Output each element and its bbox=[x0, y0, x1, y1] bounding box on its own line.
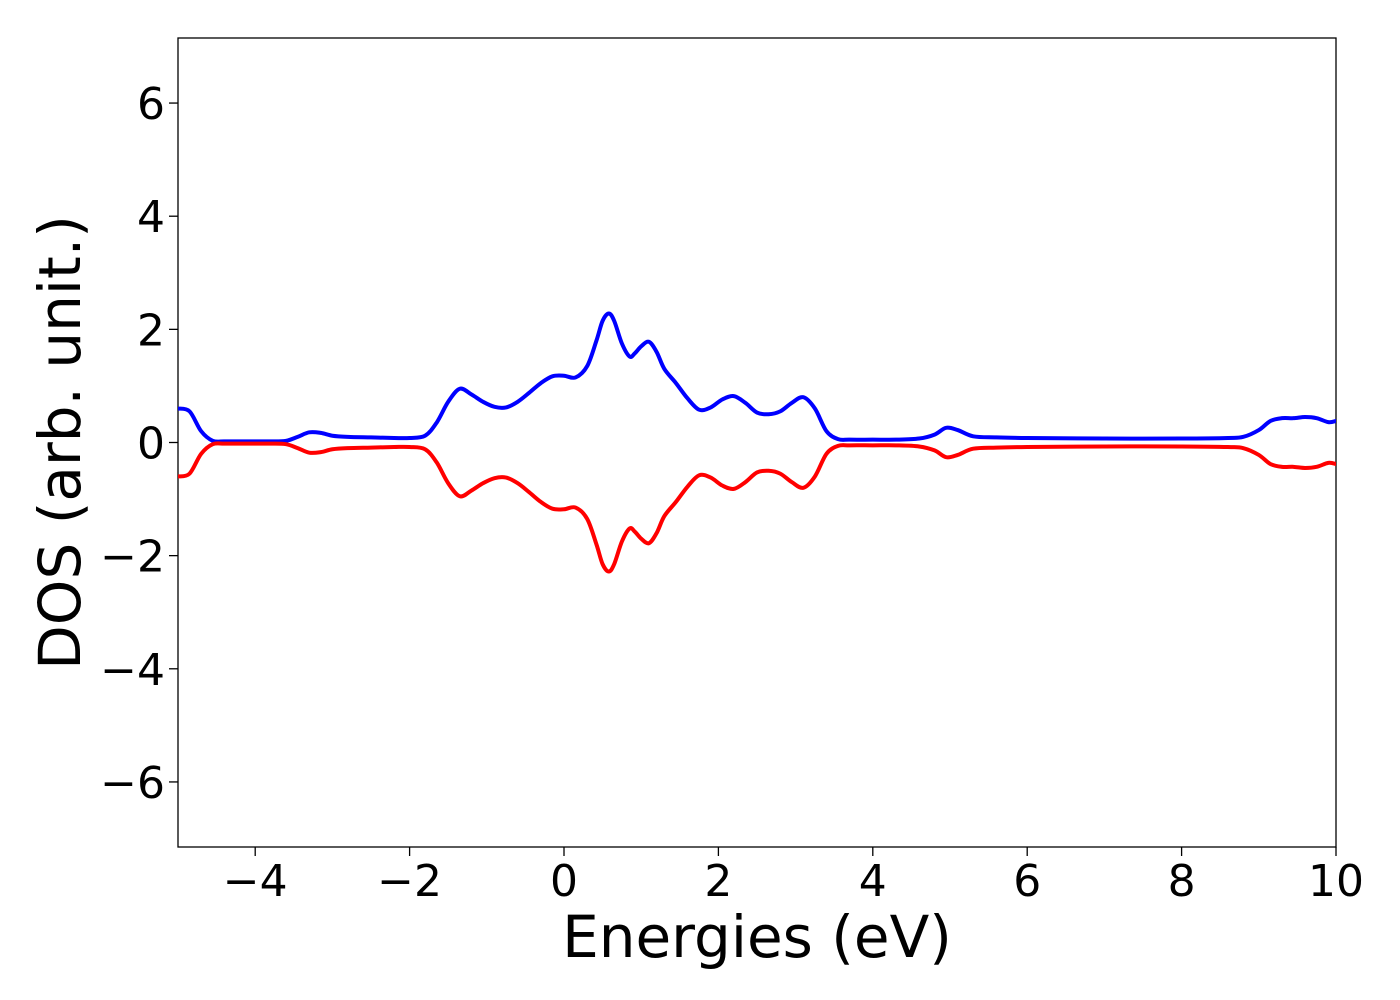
x-tick-label: −2 bbox=[377, 856, 442, 907]
plot-frame bbox=[177, 37, 1337, 848]
series-line-positive bbox=[178, 311, 1336, 444]
x-tick-label: 4 bbox=[859, 856, 887, 907]
x-tick-label: 10 bbox=[1308, 856, 1364, 907]
x-tick-label: 2 bbox=[704, 856, 732, 907]
y-tick-label: 4 bbox=[137, 192, 165, 243]
series-line-negative bbox=[178, 441, 1336, 574]
series-layer bbox=[178, 311, 1336, 574]
x-tick-label: 0 bbox=[550, 856, 578, 907]
y-axis-title: DOS (arb. unit.) bbox=[26, 215, 94, 670]
x-axis-ticks: −4 −2 0 2 4 6 8 10 bbox=[223, 847, 1364, 907]
y-tick-label: 6 bbox=[137, 79, 165, 130]
y-tick-label: −2 bbox=[100, 532, 165, 583]
plot-area bbox=[177, 37, 1337, 848]
y-tick-label: 2 bbox=[137, 305, 165, 356]
y-tick-label: −6 bbox=[100, 758, 165, 809]
x-tick-label: 6 bbox=[1013, 856, 1041, 907]
x-axis-title: Energies (eV) bbox=[562, 903, 952, 971]
y-axis-ticks: 6 4 2 0 −2 −4 −6 bbox=[100, 79, 178, 809]
y-tick-label: 0 bbox=[137, 419, 165, 470]
x-tick-label: 8 bbox=[1168, 856, 1196, 907]
y-tick-label: −4 bbox=[100, 645, 165, 696]
x-tick-label: −4 bbox=[223, 856, 288, 907]
